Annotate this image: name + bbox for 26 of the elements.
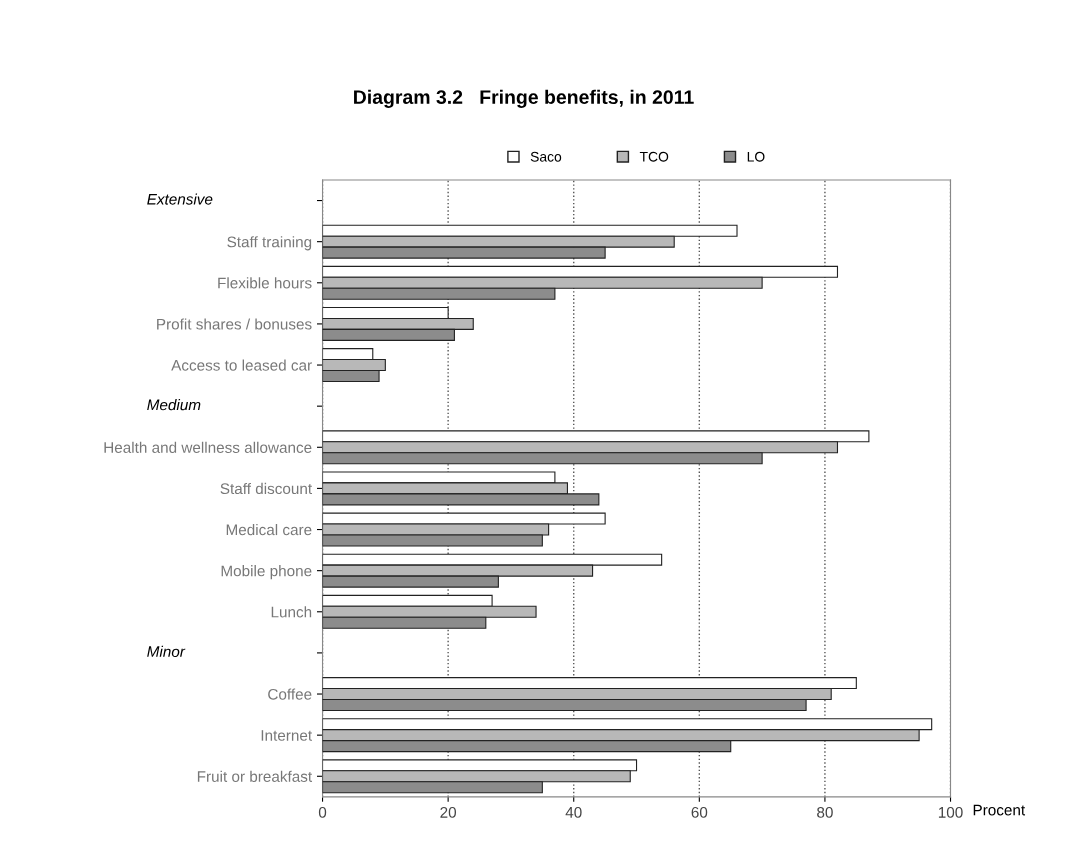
y-tick-label: Flexible hours bbox=[218, 277, 312, 289]
y-tick-label: Internet bbox=[261, 730, 313, 741]
y-tick-label: Access to leased car bbox=[171, 359, 312, 371]
x-tick-label: 100 bbox=[938, 806, 963, 818]
legend-label: TCO bbox=[639, 151, 669, 162]
y-tick-label: Health and wellness allowance bbox=[104, 441, 312, 453]
text: Medium bbox=[147, 399, 201, 411]
legend-label: Saco bbox=[530, 151, 562, 162]
y-tick-label: Mobile phone bbox=[221, 565, 312, 580]
x-axis-title: Procent bbox=[973, 804, 1026, 816]
legend-label: LO bbox=[747, 151, 765, 162]
text: Minor bbox=[147, 645, 186, 657]
y-tick-label: Profit shares / bonuses bbox=[157, 318, 312, 330]
x-tick-label: 80 bbox=[817, 806, 833, 818]
chart-title: Diagram 3.2 Fringe benefits, in 2011 bbox=[354, 89, 694, 108]
y-tick-label: Fruit or breakfast bbox=[197, 770, 313, 782]
x-tick-label: 0 bbox=[318, 806, 327, 818]
y-tick-label: Staff discount bbox=[220, 482, 313, 495]
text: Extensive bbox=[147, 193, 213, 205]
y-tick-label: Medical care bbox=[226, 524, 312, 536]
x-tick-label: 60 bbox=[691, 806, 708, 818]
y-tick-label: Coffee bbox=[268, 688, 312, 700]
y-tick-label: Lunch bbox=[271, 606, 312, 618]
x-tick-label: 40 bbox=[565, 806, 582, 818]
x-tick-label: 20 bbox=[440, 806, 457, 818]
y-tick-label: Staff training bbox=[227, 236, 312, 251]
